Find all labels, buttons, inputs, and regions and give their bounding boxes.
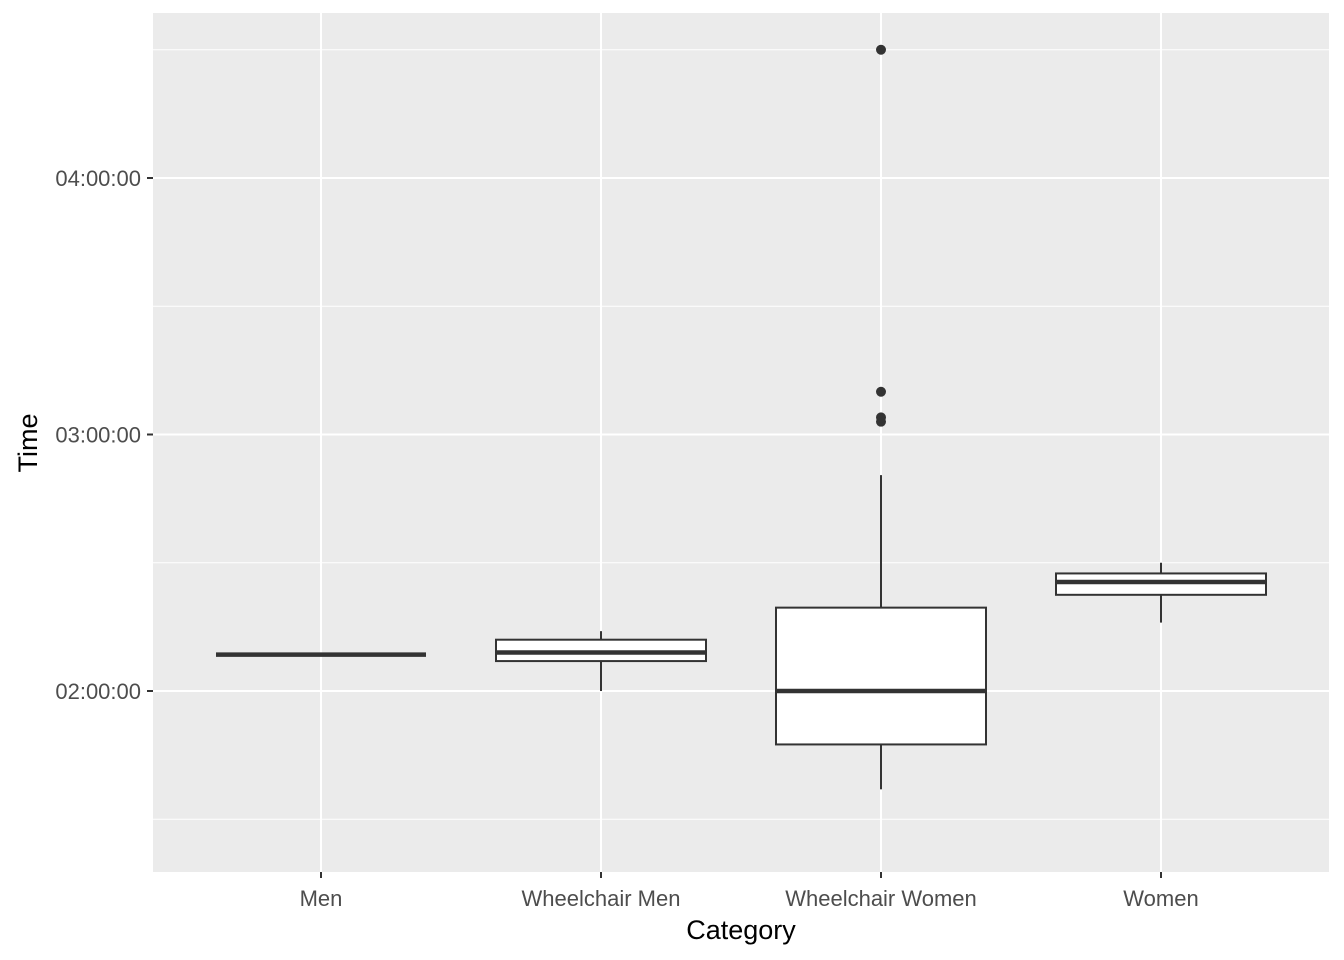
- x-tick-label: Wheelchair Women: [785, 886, 977, 911]
- minor-gridlines: [153, 49, 1329, 820]
- box-group: [775, 44, 987, 790]
- x-tick-label: Women: [1123, 886, 1198, 911]
- y-axis-title: Time: [13, 414, 43, 473]
- box-group: [495, 631, 707, 691]
- x-axis-ticks: Men Wheelchair Men Wheelchair Women Women: [300, 872, 1199, 911]
- y-tick-label: 02:00:00: [55, 679, 141, 704]
- x-axis-title: Category: [686, 915, 796, 945]
- outlier-point: [876, 386, 886, 397]
- outlier-point: [876, 44, 886, 55]
- y-tick-label: 04:00:00: [55, 166, 141, 191]
- x-tick-label: Wheelchair Men: [522, 886, 681, 911]
- box-layer: [216, 44, 1267, 790]
- x-tick-label: Men: [300, 886, 343, 911]
- outlier-point: [876, 412, 886, 423]
- y-tick-label: 03:00:00: [55, 423, 141, 448]
- box-group: [1055, 562, 1267, 623]
- box-iqr: [775, 606, 987, 746]
- plot-panel: [153, 13, 1329, 872]
- y-axis-ticks: 02:00:00 03:00:00 04:00:00: [55, 166, 153, 704]
